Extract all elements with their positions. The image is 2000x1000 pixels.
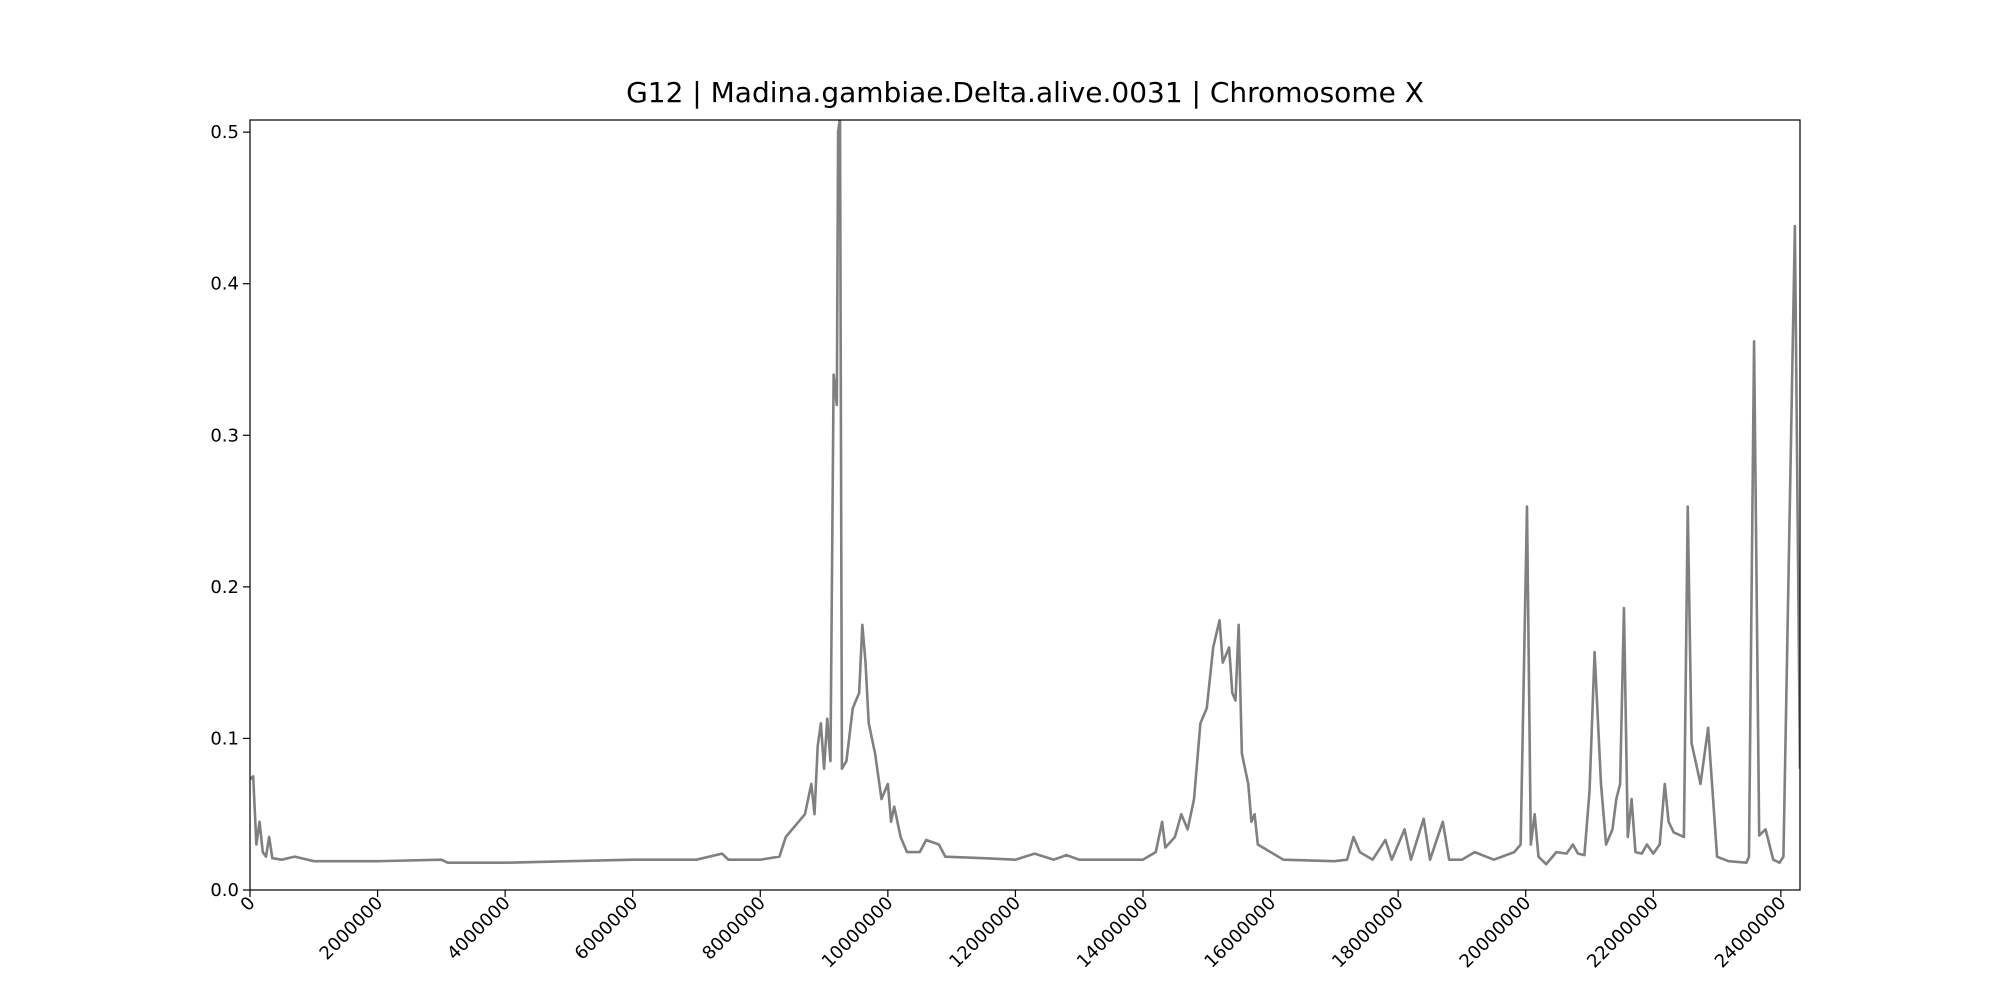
y-tick-label: 0.3	[210, 425, 239, 446]
x-tick-label: 6000000	[571, 893, 643, 965]
x-tick-label: 20000000	[1456, 893, 1536, 973]
y-tick-label: 0.2	[210, 577, 239, 598]
x-tick-label: 4000000	[443, 893, 515, 965]
y-tick-label: 0.4	[210, 274, 239, 295]
plot-frame	[249, 119, 1801, 891]
chart-title: G12 | Madina.gambiae.Delta.alive.0031 | …	[626, 76, 1424, 109]
x-tick-label: 14000000	[1073, 893, 1153, 973]
x-tick-label: 10000000	[818, 893, 898, 973]
x-tick-label: 24000000	[1711, 893, 1791, 973]
y-tick-label: 0.0	[210, 880, 239, 901]
y-tick-label: 0.1	[210, 728, 239, 749]
x-tick-label: 2000000	[316, 893, 388, 965]
x-tick-label: 8000000	[698, 893, 770, 965]
x-tick-label: 12000000	[945, 893, 1025, 973]
x-tick-label: 0	[237, 893, 260, 916]
x-tick-label: 18000000	[1328, 893, 1408, 973]
x-tick-label: 16000000	[1200, 893, 1280, 973]
x-tick-label: 22000000	[1583, 893, 1663, 973]
data-line	[250, 120, 1800, 866]
y-tick-label: 0.5	[210, 122, 239, 143]
